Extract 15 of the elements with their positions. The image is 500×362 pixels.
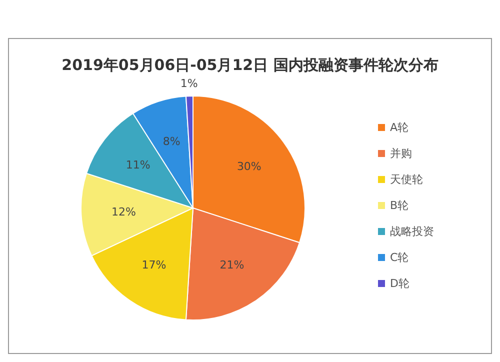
legend-label: B轮 xyxy=(390,199,409,212)
data-label: 1% xyxy=(180,77,198,90)
data-label: 17% xyxy=(142,258,166,272)
legend-label: 并购 xyxy=(390,147,412,160)
data-label: 21% xyxy=(220,258,244,272)
legend-label: D轮 xyxy=(390,277,410,290)
data-label: 12% xyxy=(111,205,136,218)
data-label: 30% xyxy=(236,160,262,174)
data-label: 8% xyxy=(162,134,180,148)
legend-label: 战略投资 xyxy=(390,225,434,238)
legend-label: C轮 xyxy=(390,251,409,264)
chart-title: 2019年05月06日-05月12日 国内投融资事件轮次分布 xyxy=(62,56,438,74)
legend-label: 天使轮 xyxy=(390,173,423,186)
data-label: 11% xyxy=(126,158,150,172)
legend-label: A轮 xyxy=(390,121,409,134)
